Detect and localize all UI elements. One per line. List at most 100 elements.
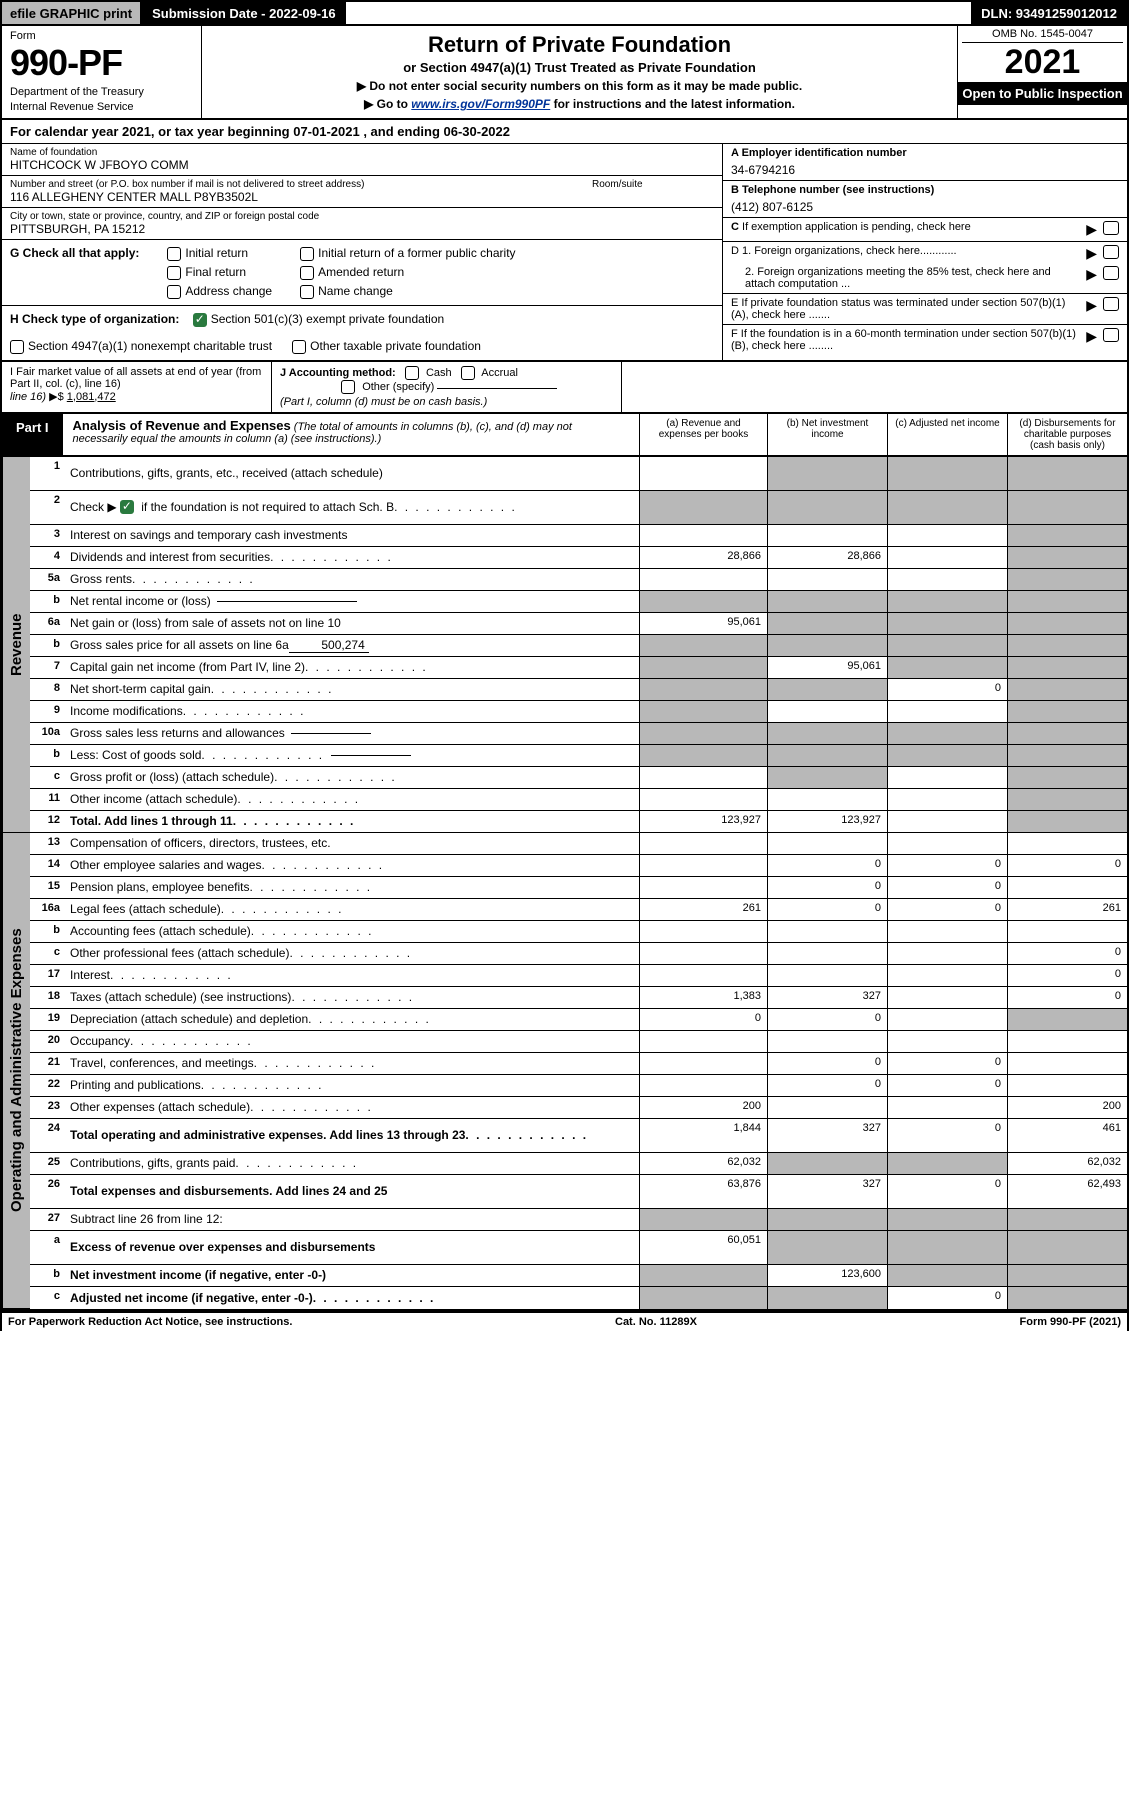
part-i-header: Part I Analysis of Revenue and Expenses … bbox=[0, 414, 1129, 457]
top-bar: efile GRAPHIC print Submission Date - 20… bbox=[0, 0, 1129, 26]
footer-right: Form 990-PF (2021) bbox=[1020, 1316, 1121, 1328]
row-15: Pension plans, employee benefits bbox=[66, 877, 639, 898]
row-12: Total. Add lines 1 through 11 bbox=[66, 811, 639, 832]
arrow-icon: ▶ bbox=[1086, 266, 1097, 283]
j-block: J Accounting method: Cash Accrual Other … bbox=[272, 362, 622, 412]
cb-501c3[interactable] bbox=[193, 313, 207, 327]
col-b-head: (b) Net investment income bbox=[767, 414, 887, 455]
form-header: Form 990-PF Department of the Treasury I… bbox=[0, 26, 1129, 120]
row-1: Contributions, gifts, grants, etc., rece… bbox=[66, 457, 639, 490]
cb-other-tax[interactable] bbox=[292, 340, 306, 354]
e-text: E If private foundation status was termi… bbox=[731, 297, 1080, 321]
row-11: Other income (attach schedule) bbox=[66, 789, 639, 810]
g-initial-former: Initial return of a former public charit… bbox=[318, 246, 515, 260]
arrow-icon: ▶ bbox=[1086, 297, 1097, 314]
g-final: Final return bbox=[185, 265, 246, 279]
row-7: Capital gain net income (from Part IV, l… bbox=[66, 657, 639, 678]
row-14: Other employee salaries and wages bbox=[66, 855, 639, 876]
cb-f[interactable] bbox=[1103, 328, 1119, 342]
arrow-icon: ▶ bbox=[1086, 328, 1097, 345]
h-label: H Check type of organization: bbox=[10, 312, 179, 326]
footer-left: For Paperwork Reduction Act Notice, see … bbox=[8, 1316, 292, 1328]
e-cell: E If private foundation status was termi… bbox=[723, 294, 1127, 325]
col-c-head: (c) Adjusted net income bbox=[887, 414, 1007, 455]
h-4947: Section 4947(a)(1) nonexempt charitable … bbox=[28, 339, 272, 353]
efile-print-button[interactable]: efile GRAPHIC print bbox=[2, 2, 142, 24]
j-other: Other (specify) bbox=[362, 380, 434, 392]
open-public-badge: Open to Public Inspection bbox=[958, 82, 1127, 105]
ein-label: A Employer identification number bbox=[731, 147, 907, 159]
ssn-note: ▶ Do not enter social security numbers o… bbox=[212, 79, 947, 93]
header-left: Form 990-PF Department of the Treasury I… bbox=[2, 26, 202, 118]
entity-right: A Employer identification number 34-6794… bbox=[722, 144, 1127, 359]
cb-e[interactable] bbox=[1103, 297, 1119, 311]
dept-treasury: Department of the Treasury bbox=[10, 86, 193, 99]
header-right: OMB No. 1545-0047 2021 Open to Public In… bbox=[957, 26, 1127, 118]
row-8: Net short-term capital gain bbox=[66, 679, 639, 700]
cb-cash[interactable] bbox=[405, 366, 419, 380]
part-i-title: Analysis of Revenue and Expenses bbox=[73, 418, 291, 433]
entity-left: Name of foundation HITCHCOCK W JFBOYO CO… bbox=[2, 144, 722, 359]
irs-link[interactable]: www.irs.gov/Form990PF bbox=[411, 97, 550, 111]
cb-name-change[interactable] bbox=[300, 285, 314, 299]
address-value: 116 ALLEGHENY CENTER MALL P8YB3502L bbox=[10, 190, 714, 204]
cb-other-method[interactable] bbox=[341, 380, 355, 394]
row-27a: Excess of revenue over expenses and disb… bbox=[66, 1231, 639, 1264]
row-3: Interest on savings and temporary cash i… bbox=[66, 525, 639, 546]
cb-d1[interactable] bbox=[1103, 245, 1119, 259]
goto-pre: ▶ Go to bbox=[364, 97, 411, 111]
i-arrow: ▶$ bbox=[49, 391, 64, 403]
row-2: Check ▶ if the foundation is not require… bbox=[66, 491, 639, 524]
cb-addr-change[interactable] bbox=[167, 285, 181, 299]
phone-cell: B Telephone number (see instructions) (4… bbox=[723, 181, 1127, 218]
cb-sch-b[interactable] bbox=[120, 500, 134, 514]
g-col1: Initial return Final return Address chan… bbox=[167, 246, 272, 298]
g-addr-change: Address change bbox=[185, 284, 272, 298]
row-10a: Gross sales less returns and allowances bbox=[66, 723, 639, 744]
form-title: Return of Private Foundation bbox=[212, 32, 947, 58]
cb-accrual[interactable] bbox=[461, 366, 475, 380]
h-other: Other taxable private foundation bbox=[310, 339, 481, 353]
revenue-rows: 1Contributions, gifts, grants, etc., rec… bbox=[30, 457, 1127, 833]
h-501: Section 501(c)(3) exempt private foundat… bbox=[211, 312, 444, 326]
j-cash: Cash bbox=[426, 366, 452, 378]
footer-mid: Cat. No. 11289X bbox=[615, 1316, 697, 1328]
phone-value: (412) 807-6125 bbox=[731, 200, 1119, 214]
j-accrual: Accrual bbox=[481, 366, 518, 378]
cb-final[interactable] bbox=[167, 266, 181, 280]
row-27: Subtract line 26 from line 12: bbox=[66, 1209, 639, 1230]
foundation-name-cell: Name of foundation HITCHCOCK W JFBOYO CO… bbox=[2, 144, 722, 176]
row-23: Other expenses (attach schedule) bbox=[66, 1097, 639, 1118]
row-27c: Adjusted net income (if negative, enter … bbox=[66, 1287, 639, 1309]
form-word: Form bbox=[10, 30, 193, 42]
arrow-icon: ▶ bbox=[1086, 245, 1097, 262]
part-i-desc: Analysis of Revenue and Expenses (The to… bbox=[63, 414, 639, 455]
row-5b: Net rental income or (loss) bbox=[66, 591, 639, 612]
row-18: Taxes (attach schedule) (see instruction… bbox=[66, 987, 639, 1008]
row-22: Printing and publications bbox=[66, 1075, 639, 1096]
g-label: G Check all that apply: bbox=[10, 246, 139, 260]
d2-text: 2. Foreign organizations meeting the 85%… bbox=[731, 266, 1080, 290]
d-cell: D 1. Foreign organizations, check here..… bbox=[723, 242, 1127, 294]
row-17: Interest bbox=[66, 965, 639, 986]
foundation-name: HITCHCOCK W JFBOYO COMM bbox=[10, 158, 714, 172]
phone-label: B Telephone number (see instructions) bbox=[731, 184, 934, 196]
cb-initial-former[interactable] bbox=[300, 247, 314, 261]
cb-c[interactable] bbox=[1103, 221, 1119, 235]
expenses-rows: 13Compensation of officers, directors, t… bbox=[30, 833, 1127, 1309]
cb-initial[interactable] bbox=[167, 247, 181, 261]
cb-amended[interactable] bbox=[300, 266, 314, 280]
row-25: Contributions, gifts, grants paid bbox=[66, 1153, 639, 1174]
form-number: 990-PF bbox=[10, 42, 193, 84]
g-amended: Amended return bbox=[318, 265, 404, 279]
i-label: I Fair market value of all assets at end… bbox=[10, 366, 261, 390]
cb-4947[interactable] bbox=[10, 340, 24, 354]
cb-d2[interactable] bbox=[1103, 266, 1119, 280]
ein-value: 34-6794216 bbox=[731, 163, 1119, 177]
other-specify-line bbox=[437, 388, 557, 389]
city-label: City or town, state or province, country… bbox=[10, 211, 714, 222]
row-13: Compensation of officers, directors, tru… bbox=[66, 833, 639, 854]
g-col2: Initial return of a former public charit… bbox=[300, 246, 515, 298]
room-label: Room/suite bbox=[592, 179, 643, 190]
j-label: J Accounting method: bbox=[280, 366, 396, 378]
